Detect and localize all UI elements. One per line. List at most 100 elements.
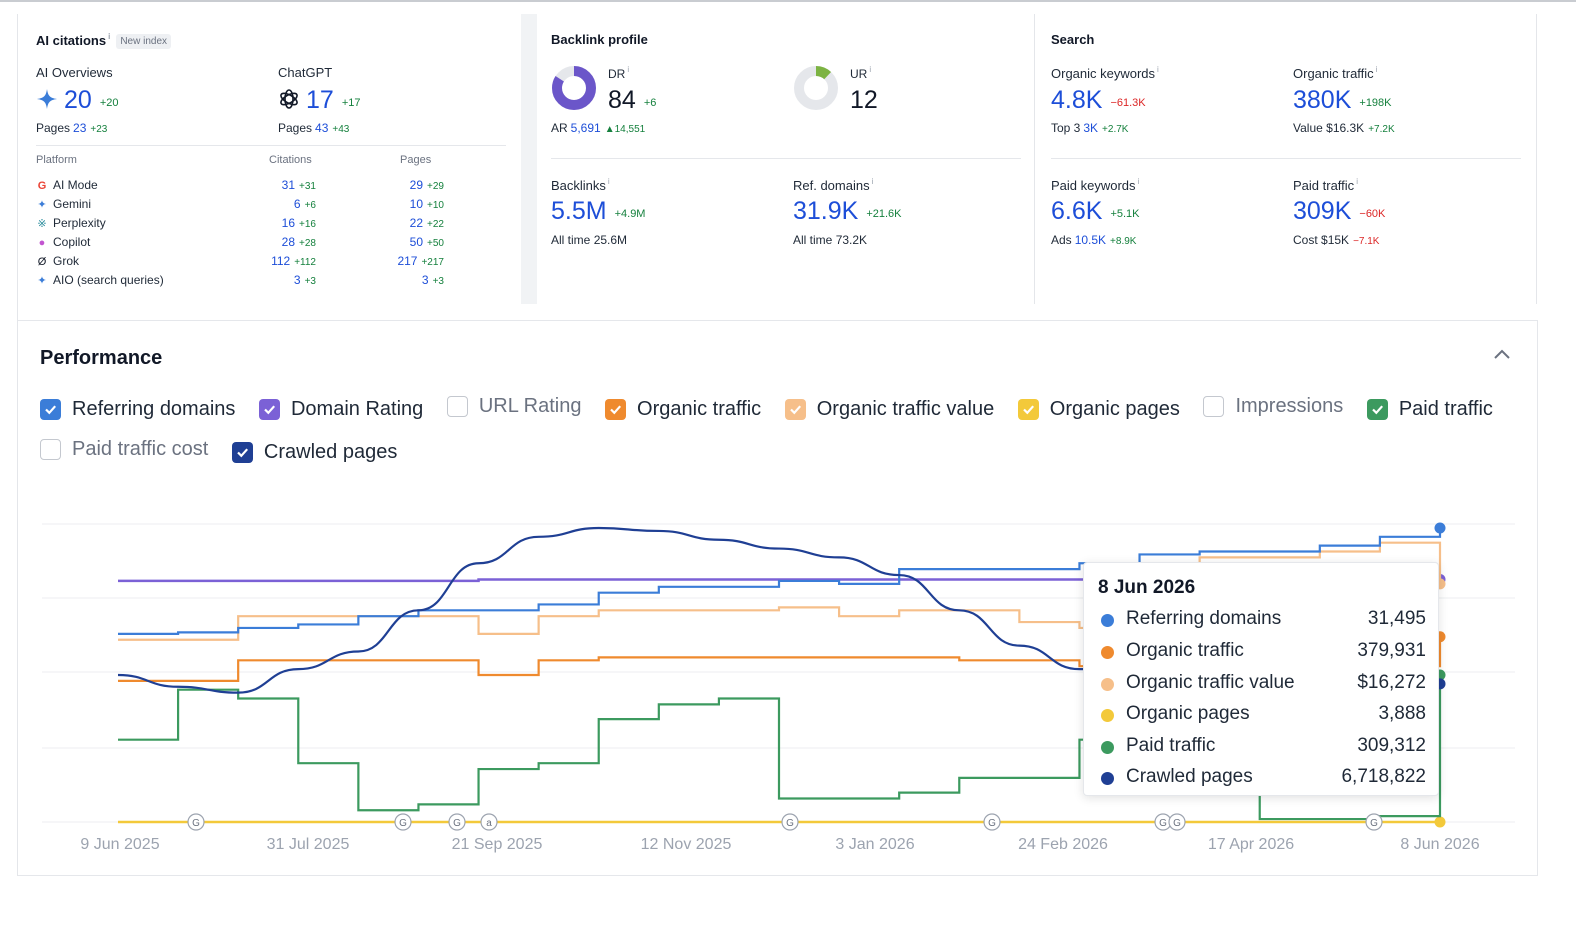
ref-domains-label: Ref. domains i (793, 177, 874, 193)
info-icon[interactable]: i (607, 177, 610, 186)
table-row: ✦ AIO (search queries) 3 +3 3 +3 (37, 273, 444, 287)
chatgpt-icon (280, 89, 298, 109)
annotation-marker-circle (480, 813, 498, 831)
annotation-marker[interactable]: a (480, 813, 498, 831)
series-end-point-referring-domains (1434, 522, 1446, 534)
checkbox-box (1366, 399, 1388, 420)
annotation-marker[interactable]: G (983, 813, 1001, 831)
metric-checkboxes-row-1: Referring domains Domain Rating URL Rati… (40, 395, 1511, 423)
checkmark-icon (610, 405, 622, 415)
tooltip-row: Paid traffic 309,312 (1098, 735, 1426, 759)
series-end-point-organic-pages (1434, 816, 1446, 828)
dr-value[interactable]: 84 +6 (608, 86, 657, 114)
info-icon[interactable]: i (108, 32, 111, 41)
paid-traffic-value[interactable]: 309K −60K (1293, 197, 1386, 225)
annotation-marker-label: G (786, 818, 794, 829)
annotation-marker-label: G (192, 818, 200, 829)
tooltip-date: 8 Jun 2026 (1098, 577, 1196, 598)
series-line-referring-domains (118, 528, 1442, 635)
chatgpt-pages: Pages 43 +43 (278, 121, 350, 135)
ai-overviews-icon (37, 89, 57, 109)
dr-label: DR i (608, 65, 630, 81)
cost-row: Cost $15K −7.1K (1293, 233, 1380, 247)
tooltip-row: Organic traffic value $16,272 (1098, 672, 1426, 696)
checkbox-impressions[interactable]: Impressions (1203, 395, 1343, 418)
x-tick-label: 31 Jul 2025 (267, 836, 350, 853)
ref-domains-value[interactable]: 31.9K +21.6K (793, 197, 902, 225)
chevron-up-icon[interactable] (1490, 343, 1514, 367)
paid-keywords-value[interactable]: 6.6K +5.1K (1051, 197, 1140, 225)
checkbox-box (446, 396, 468, 417)
annotation-marker[interactable]: G (781, 813, 799, 831)
annotation-marker[interactable]: G (394, 813, 412, 831)
tooltip-row: Referring domains 31,495 (1098, 608, 1426, 632)
checkbox-organic-pages[interactable]: Organic pages (1017, 398, 1180, 421)
chart-tooltip: 8 Jun 2026 Referring domains 31,495 Organ… (1083, 562, 1439, 796)
ar-row: AR 5,691 ▲14,551 (551, 121, 646, 135)
checkbox-box (231, 442, 253, 463)
checkbox-organic-traffic[interactable]: Organic traffic (605, 398, 761, 421)
x-tick-label: 9 Jun 2025 (80, 836, 159, 853)
checkbox-paid-traffic-cost[interactable]: Paid traffic cost (40, 438, 208, 461)
annotation-marker[interactable]: G (448, 813, 466, 831)
ur-value[interactable]: 12 (850, 86, 878, 114)
checkbox-box (1017, 399, 1039, 420)
checkbox-box (40, 399, 61, 420)
info-icon[interactable]: i (1157, 65, 1159, 74)
chatgpt-value[interactable]: 17 +17 (278, 86, 360, 115)
dr-ring-icon (552, 66, 596, 110)
backlinks-value[interactable]: 5.5M +4.9M (551, 197, 646, 225)
paid-traffic-label: Paid traffic i (1293, 177, 1358, 193)
grok-icon: Ø (37, 256, 47, 268)
info-icon[interactable]: i (1375, 65, 1378, 74)
new-index-badge: New index (116, 34, 172, 49)
checkbox-crawled-pages[interactable]: Crawled pages (231, 441, 397, 464)
annotation-marker[interactable]: G (187, 813, 205, 831)
organic-keywords-value[interactable]: 4.8K −61.3K (1051, 86, 1146, 114)
annotation-marker-circle (448, 813, 466, 831)
checkmark-icon (264, 405, 276, 415)
ur-ring-icon (794, 66, 838, 110)
ai-overviews-value[interactable]: 20 +20 (36, 86, 118, 115)
annotation-marker[interactable]: G (1365, 813, 1383, 831)
info-icon[interactable]: i (871, 177, 874, 186)
paid-keywords-label: Paid keywords i (1051, 177, 1140, 193)
annotation-marker-label: G (1370, 818, 1378, 829)
table-row: ✦ Gemini 6 +6 10 +10 (37, 197, 444, 211)
checkbox-box (1203, 396, 1225, 417)
checkbox-paid-traffic[interactable]: Paid traffic (1366, 398, 1493, 421)
annotation-marker[interactable]: G (1168, 813, 1186, 831)
x-tick-label: 12 Nov 2025 (641, 836, 732, 853)
table-row: ● Copilot 28 +28 50 +50 (36, 235, 506, 254)
checkbox-box (258, 399, 280, 420)
perplexity-icon: ※ (37, 218, 47, 230)
up-arrow-icon: ▲ (604, 124, 615, 135)
info-icon[interactable]: i (869, 65, 872, 74)
annotation-marker-label: G (399, 818, 407, 829)
backlinks-all-time: All time 25.6M (551, 233, 628, 247)
info-icon[interactable]: i (1137, 177, 1140, 186)
copilot-icon: ● (38, 237, 46, 249)
checkbox-domain-rating[interactable]: Domain Rating (258, 398, 423, 421)
backlink-profile-card: Backlink profile DR i 84 +6 AR 5,691 ▲14,551… (537, 14, 1035, 304)
checkbox-referring-domains[interactable]: Referring domains (40, 398, 235, 421)
checkbox-organic-traffic-value[interactable]: Organic traffic value (784, 398, 994, 421)
checkbox-url-rating[interactable]: URL Rating (446, 395, 581, 418)
x-tick-label: 24 Feb 2026 (1018, 836, 1108, 853)
checkmark-icon (237, 448, 248, 458)
x-tick-label: 17 Apr 2026 (1208, 836, 1294, 853)
legend-dot (1101, 646, 1114, 659)
organic-traffic-value[interactable]: 380K +198K (1293, 86, 1392, 114)
ur-label: UR i (850, 65, 872, 81)
tooltip-row: Organic traffic 379,931 (1098, 640, 1426, 664)
divider (551, 158, 1021, 159)
info-icon[interactable]: i (627, 65, 630, 74)
table-row: G AI Mode 31 +31 29 +29 (37, 178, 444, 192)
ai-overviews-icon: ✦ (37, 275, 47, 287)
backlink-profile-title: Backlink profile (551, 32, 648, 47)
info-icon[interactable]: i (1356, 177, 1358, 186)
legend-dot (1101, 614, 1114, 627)
annotation-marker-circle (781, 813, 799, 831)
table-row: Ø Grok 112 +112 217 +217 (37, 254, 444, 268)
ar-delta: ▲14,551 (604, 124, 646, 135)
